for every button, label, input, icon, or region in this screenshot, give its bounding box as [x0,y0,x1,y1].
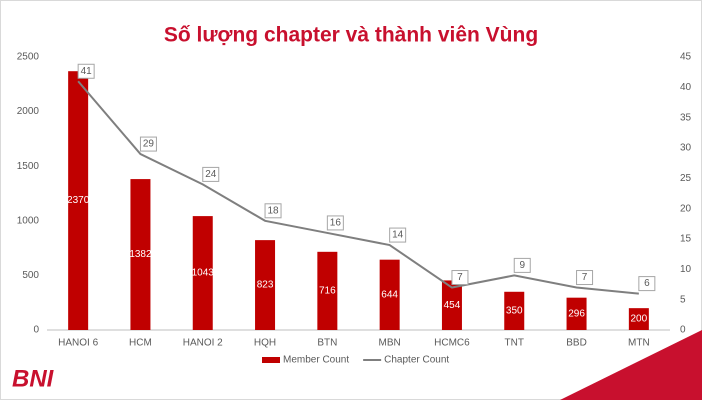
line-label-box [202,166,220,182]
y2-tick-label: 20 [680,203,692,214]
line-label: 7 [457,272,463,283]
chart-title: Số lượng chapter và thành viên Vùng [164,24,538,47]
bar [628,308,649,330]
line-label: 9 [519,260,525,271]
bar-label: 2370 [67,195,90,206]
y2-tick-label: 10 [680,264,692,275]
bar [566,297,587,330]
line-label-box [638,276,656,292]
line-label: 16 [330,218,342,229]
bar-label: 296 [568,308,585,319]
bar-label: 716 [319,286,336,297]
x-tick-label: MTN [628,338,650,349]
y2-tick-label: 0 [680,325,686,336]
x-tick-label: HCM [129,338,152,349]
line-label: 6 [644,278,650,289]
line-label: 14 [392,230,404,241]
bar [504,291,525,330]
bar [192,216,213,330]
y-tick-label: 0 [33,325,39,336]
y2-tick-label: 25 [680,173,692,184]
bar [379,259,400,330]
bar [68,71,89,331]
bar [441,280,462,330]
y2-tick-label: 40 [680,82,692,93]
y2-tick-label: 15 [680,234,692,245]
x-tick-label: BBD [566,338,587,349]
bar-label: 1382 [129,249,152,260]
legend-swatch [262,357,280,363]
bar-label: 200 [631,314,648,325]
line-label-box [513,257,531,273]
line-label: 24 [205,169,217,180]
y-tick-label: 2000 [17,106,40,117]
line [77,80,639,295]
line-label-box [389,227,407,243]
bar-label: 644 [381,289,398,300]
line-label: 18 [267,205,279,216]
bar-label: 823 [257,280,274,291]
line-label: 7 [582,272,588,283]
bar [255,240,276,330]
y-tick-label: 500 [22,270,39,281]
bar-label: 350 [506,306,523,317]
line-label-box [326,215,344,231]
line-label-box [77,63,95,79]
x-tick-label: HCMC6 [434,338,470,349]
x-tick-label: HQH [254,338,276,349]
bar-label: 1043 [192,268,215,279]
line-label: 41 [81,66,93,77]
bar [317,251,338,330]
bar [130,179,151,330]
legend-label: Member Count [283,355,349,366]
logo: BNI [12,365,55,392]
line-label: 29 [143,139,155,150]
line-label-box [264,203,282,219]
y-tick-label: 1000 [17,215,40,226]
corner-decoration [560,330,702,400]
x-tick-label: MBN [379,338,401,349]
y2-tick-label: 45 [680,52,692,63]
y-tick-label: 1500 [17,161,40,172]
y-tick-label: 2500 [17,52,40,63]
y2-tick-label: 30 [680,143,692,154]
line-label-box [451,270,469,286]
y2-tick-label: 5 [680,294,686,305]
line-label-box [139,136,157,152]
legend-label: Chapter Count [384,355,449,366]
x-tick-label: TNT [505,338,524,349]
y2-tick-label: 35 [680,112,692,123]
line-label-box [576,270,594,286]
bar-label: 454 [444,300,461,311]
x-tick-label: BTN [317,338,337,349]
x-tick-label: HANOI 6 [58,338,98,349]
x-tick-label: HANOI 2 [183,338,223,349]
